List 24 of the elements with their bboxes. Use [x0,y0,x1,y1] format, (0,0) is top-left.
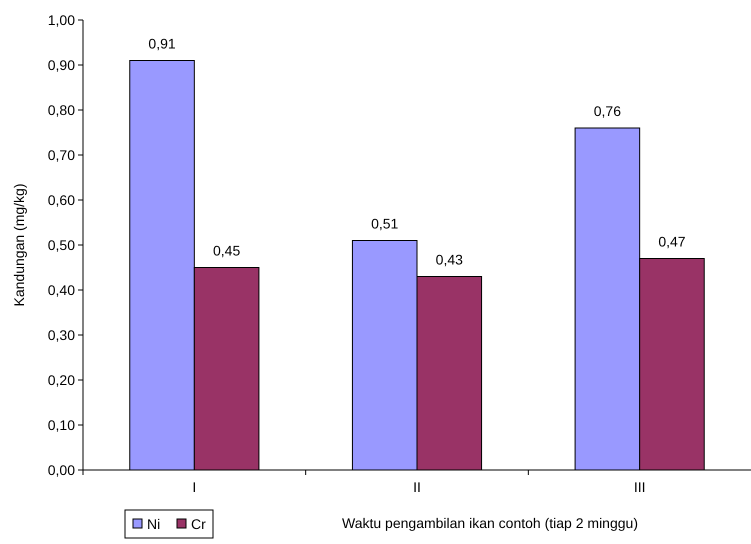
data-label: 0,43 [436,252,464,268]
data-label: 0,51 [371,216,399,232]
y-tick-label: 0,90 [48,56,76,73]
y-tick-label: 0,50 [48,236,76,253]
data-label: 0,47 [658,234,686,250]
y-axis-title: Kandungan (mg/kg) [11,184,27,306]
y-tick-label: 0,00 [48,462,76,478]
y-tick-label: 1,00 [48,12,76,28]
legend-label: Ni [147,516,160,532]
x-tick-label: II [413,479,421,495]
x-tick-label: III [634,479,646,495]
y-tick-label: 0,70 [48,146,76,163]
y-tick-label: 0,60 [48,192,76,208]
y-tick-label: 0,30 [48,326,76,343]
x-axis-title: Waktu pengambilan ikan contoh (tiap 2 minggu) [342,515,638,531]
x-tick-label: I [192,479,196,495]
legend-label: Cr [191,516,206,532]
y-tick-label: 0,10 [48,416,76,433]
data-label: 0,76 [594,103,622,119]
y-tick-label: 0,80 [48,102,76,118]
data-label: 0,91 [148,36,176,52]
data-label: 0,45 [212,242,240,258]
y-tick-label: 0,20 [48,372,76,388]
y-tick-label: 0,40 [48,282,76,298]
